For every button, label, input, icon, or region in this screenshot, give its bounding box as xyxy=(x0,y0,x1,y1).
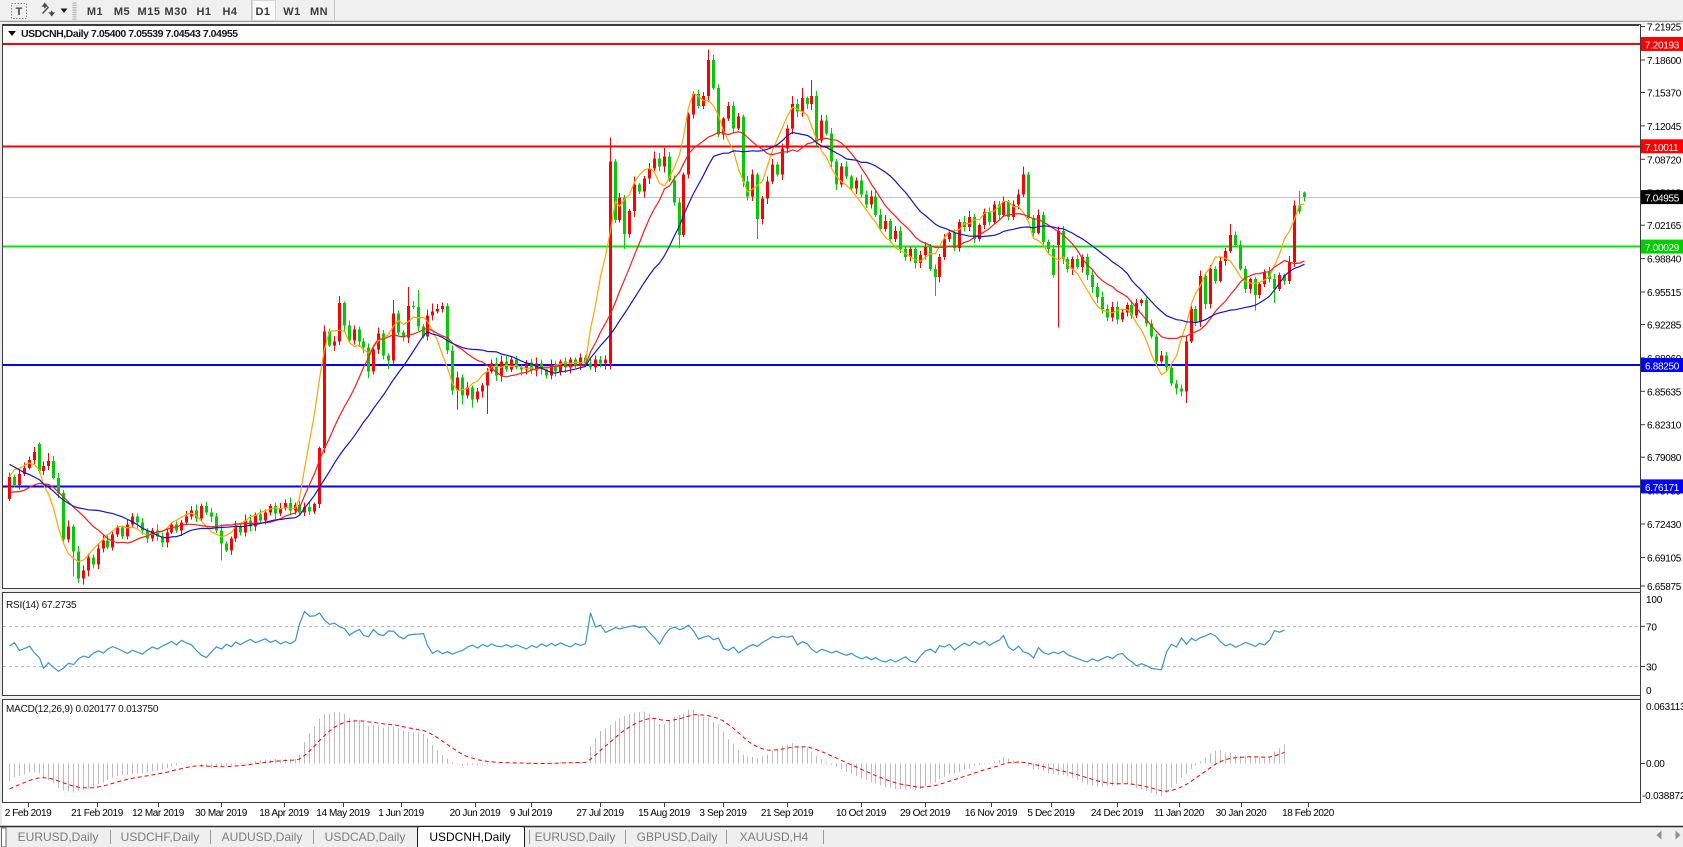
svg-text:6.79080: 6.79080 xyxy=(1647,453,1682,464)
svg-text:27 Jul 2019: 27 Jul 2019 xyxy=(576,808,624,819)
svg-text:7.08720: 7.08720 xyxy=(1647,155,1682,166)
svg-text:6.82310: 6.82310 xyxy=(1647,421,1682,432)
svg-text:D1: D1 xyxy=(255,6,270,18)
svg-text:XAUUSD,H4: XAUUSD,H4 xyxy=(740,830,809,844)
svg-text:24 Dec 2019: 24 Dec 2019 xyxy=(1091,808,1144,819)
svg-text:100: 100 xyxy=(1646,595,1663,606)
svg-text:USDCNH,Daily: USDCNH,Daily xyxy=(429,830,510,844)
svg-text:7.21925: 7.21925 xyxy=(1647,23,1682,34)
svg-text:6.69105: 6.69105 xyxy=(1647,553,1682,564)
svg-text:0.063113: 0.063113 xyxy=(1646,702,1683,713)
svg-text:0.00: 0.00 xyxy=(1646,759,1665,770)
svg-text:W1: W1 xyxy=(283,6,301,18)
svg-text:18 Feb 2020: 18 Feb 2020 xyxy=(1282,808,1335,819)
svg-text:USDCNH,Daily 7.05400 7.05539: USDCNH,Daily 7.05400 7.05539 7.04543 7.0… xyxy=(21,28,238,40)
svg-text:11 Jan 2020: 11 Jan 2020 xyxy=(1154,808,1205,819)
svg-text:1 Jun 2019: 1 Jun 2019 xyxy=(378,808,424,819)
svg-text:M15: M15 xyxy=(138,6,161,18)
svg-text:GBPUSD,Daily: GBPUSD,Daily xyxy=(637,830,718,844)
svg-text:T: T xyxy=(16,6,23,18)
svg-text:6.65875: 6.65875 xyxy=(1647,582,1682,593)
svg-text:16 Nov 2019: 16 Nov 2019 xyxy=(965,808,1018,819)
svg-text:15 Aug 2019: 15 Aug 2019 xyxy=(638,808,691,819)
svg-text:EURUSD,Daily: EURUSD,Daily xyxy=(535,830,616,844)
svg-text:7.18600: 7.18600 xyxy=(1647,56,1682,67)
svg-text:MACD(12,26,9) 0.020177 0.01375: MACD(12,26,9) 0.020177 0.013750 xyxy=(6,704,159,715)
svg-text:6.92285: 6.92285 xyxy=(1647,321,1682,332)
svg-text:30: 30 xyxy=(1646,663,1657,674)
svg-text:6.98840: 6.98840 xyxy=(1647,255,1682,266)
svg-text:18 Apr 2019: 18 Apr 2019 xyxy=(259,808,309,819)
svg-text:H4: H4 xyxy=(222,6,237,18)
svg-text:6.72430: 6.72430 xyxy=(1647,520,1682,531)
svg-text:M1: M1 xyxy=(87,6,103,18)
svg-text:M5: M5 xyxy=(114,6,130,18)
svg-text:20 Jun 2019: 20 Jun 2019 xyxy=(450,808,501,819)
svg-text:10 Oct 2019: 10 Oct 2019 xyxy=(836,808,887,819)
svg-text:7.00029: 7.00029 xyxy=(1645,243,1680,254)
svg-text:9 Jul 2019: 9 Jul 2019 xyxy=(510,808,553,819)
svg-text:EURUSD,Daily: EURUSD,Daily xyxy=(18,830,99,844)
svg-text:USDCHF,Daily: USDCHF,Daily xyxy=(121,830,200,844)
svg-text:7.02165: 7.02165 xyxy=(1647,221,1682,232)
svg-text:RSI(14) 67.2735: RSI(14) 67.2735 xyxy=(6,600,77,611)
svg-text:5 Dec 2019: 5 Dec 2019 xyxy=(1027,808,1075,819)
svg-text:6.88250: 6.88250 xyxy=(1645,362,1680,373)
svg-text:7.10011: 7.10011 xyxy=(1645,143,1679,154)
svg-text:30 Jan 2020: 30 Jan 2020 xyxy=(1216,808,1267,819)
svg-text:7.04955: 7.04955 xyxy=(1645,194,1680,205)
svg-text:6.95515: 6.95515 xyxy=(1647,288,1682,299)
svg-text:14 May 2019: 14 May 2019 xyxy=(316,808,370,819)
svg-text:12 Mar 2019: 12 Mar 2019 xyxy=(132,808,185,819)
svg-text:7.15370: 7.15370 xyxy=(1647,89,1682,100)
svg-text:29 Oct 2019: 29 Oct 2019 xyxy=(900,808,951,819)
svg-text:3 Sep 2019: 3 Sep 2019 xyxy=(699,808,747,819)
svg-text:MN: MN xyxy=(310,6,328,18)
svg-text:USDCAD,Daily: USDCAD,Daily xyxy=(325,830,406,844)
svg-text:AUDUSD,Daily: AUDUSD,Daily xyxy=(222,830,303,844)
svg-text:30 Mar 2019: 30 Mar 2019 xyxy=(195,808,248,819)
svg-text:6.76171: 6.76171 xyxy=(1645,483,1680,494)
svg-text:0: 0 xyxy=(1646,686,1652,697)
svg-text:H1: H1 xyxy=(196,6,211,18)
svg-text:7.20193: 7.20193 xyxy=(1645,41,1680,52)
svg-text:-0.038872: -0.038872 xyxy=(1642,791,1683,802)
svg-text:2 Feb 2019: 2 Feb 2019 xyxy=(5,808,52,819)
svg-text:70: 70 xyxy=(1646,622,1657,633)
svg-text:21 Feb 2019: 21 Feb 2019 xyxy=(71,808,124,819)
svg-text:6.85635: 6.85635 xyxy=(1647,387,1682,398)
svg-text:M30: M30 xyxy=(165,6,188,18)
svg-text:21 Sep 2019: 21 Sep 2019 xyxy=(761,808,814,819)
svg-text:7.12045: 7.12045 xyxy=(1647,122,1682,133)
